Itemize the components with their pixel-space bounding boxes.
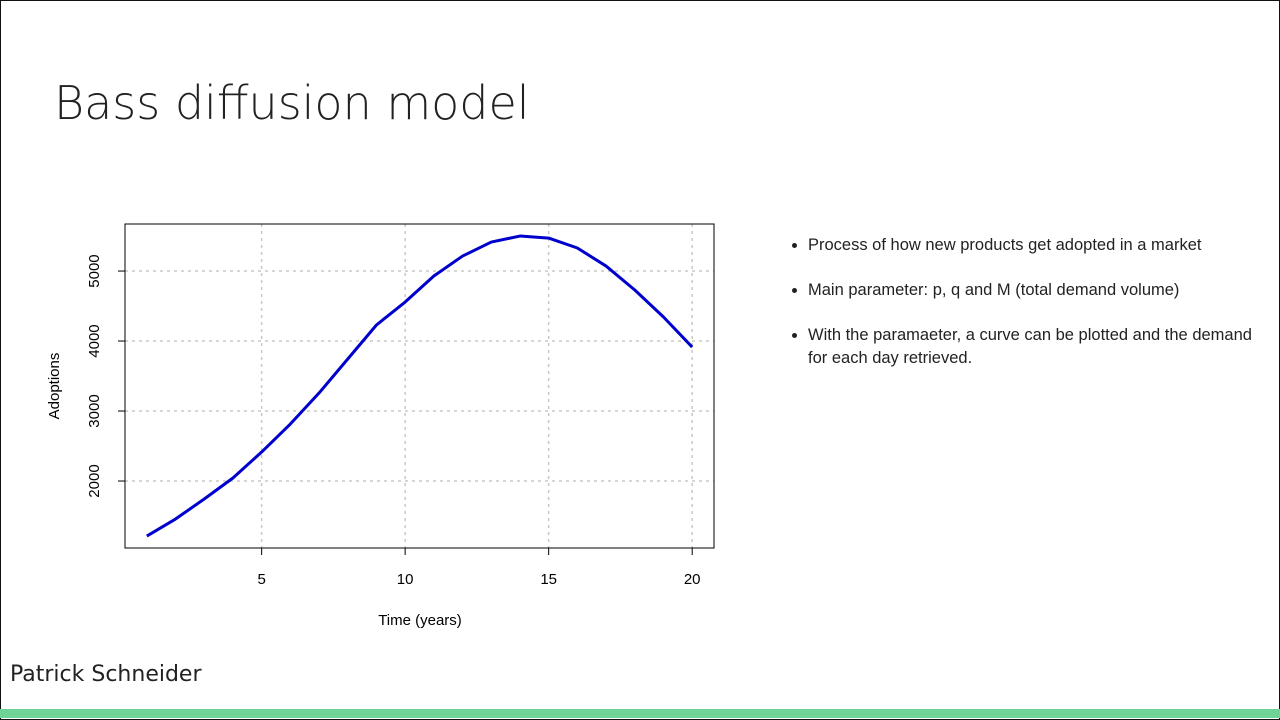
x-tick-label: 15 [540, 571, 557, 588]
bullet: With the paramaeter, a curve can be plot… [808, 324, 1268, 370]
x-tick-label: 20 [684, 571, 701, 588]
bullet: Main parameter: p, q and M (total demand… [808, 279, 1268, 302]
x-tick-label: 10 [397, 571, 414, 588]
x-tick-label: 5 [257, 571, 265, 588]
y-tick-label: 4000 [86, 324, 103, 357]
bullet-list: Process of how new products get adopted … [766, 234, 1268, 392]
y-tick-label: 2000 [86, 464, 103, 497]
bullet: Process of how new products get adopted … [808, 234, 1268, 257]
x-axis-label: Time (years) [378, 612, 462, 629]
y-tick-label: 3000 [86, 394, 103, 427]
y-axis-label: Adoptions [46, 353, 63, 420]
slide-title: Bass diffusion model [54, 76, 530, 130]
y-tick-label: 5000 [86, 254, 103, 287]
author: Patrick Schneider [10, 662, 202, 687]
plot-frame [124, 223, 715, 549]
data-line [146, 234, 694, 538]
footer-bar [0, 709, 1280, 718]
